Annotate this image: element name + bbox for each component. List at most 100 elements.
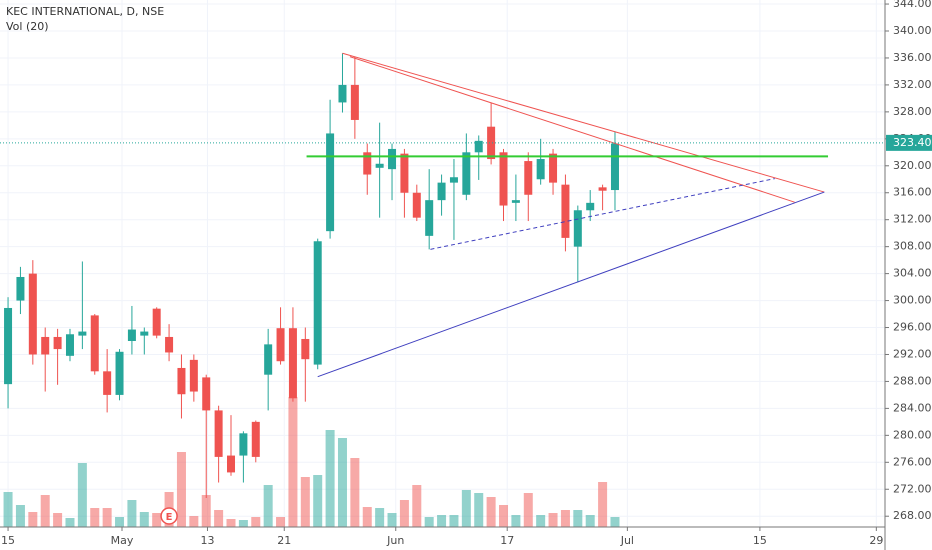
candle-body bbox=[202, 377, 211, 411]
volume-bar bbox=[189, 516, 199, 527]
volume-bar bbox=[387, 513, 397, 527]
volume-bar bbox=[461, 490, 471, 527]
y-tick-label: 312.00 bbox=[893, 213, 932, 226]
volume-bar bbox=[610, 517, 620, 527]
x-tick-label: Jul bbox=[620, 534, 634, 547]
earnings-marker bbox=[160, 507, 178, 525]
candle-body bbox=[264, 344, 273, 375]
y-tick-label: 320.00 bbox=[893, 159, 932, 172]
volume-bar bbox=[65, 518, 75, 527]
candle-body bbox=[90, 315, 99, 372]
candle-body bbox=[16, 276, 25, 301]
volume-bar bbox=[276, 517, 286, 527]
candle-body bbox=[165, 336, 174, 353]
x-tick-label: 29 bbox=[869, 534, 883, 547]
trend-line bbox=[317, 191, 825, 378]
candle-body bbox=[276, 328, 285, 362]
volume-bar bbox=[40, 495, 50, 527]
volume-bar bbox=[313, 475, 323, 527]
volume-bar bbox=[115, 517, 125, 527]
volume-bar bbox=[437, 515, 447, 527]
last-price-label: 323.40 bbox=[893, 136, 932, 149]
candle-body bbox=[350, 84, 359, 120]
volume-bar bbox=[499, 505, 509, 527]
y-tick-label: 284.00 bbox=[893, 401, 932, 414]
y-tick-label: 300.00 bbox=[893, 294, 932, 307]
candle-body bbox=[474, 140, 483, 153]
volume-bar bbox=[536, 515, 546, 527]
y-tick-label: 336.00 bbox=[893, 51, 932, 64]
candle-body bbox=[400, 153, 409, 193]
y-tick-label: 272.00 bbox=[893, 482, 932, 495]
y-tick-label: 276.00 bbox=[893, 455, 932, 468]
candle-body bbox=[598, 187, 607, 191]
volume-bar bbox=[127, 500, 137, 527]
candle-body bbox=[152, 308, 161, 336]
volume-bar bbox=[449, 515, 459, 527]
volume-bar bbox=[375, 508, 385, 527]
volume-bar bbox=[573, 510, 583, 527]
last-price-box bbox=[886, 134, 932, 151]
y-tick-label: 296.00 bbox=[893, 321, 932, 334]
candle-body bbox=[573, 210, 582, 247]
volume-bar bbox=[362, 507, 372, 527]
y-tick-label: 308.00 bbox=[893, 240, 932, 253]
candle-body bbox=[524, 161, 533, 195]
candle-body bbox=[412, 192, 421, 218]
candle-body bbox=[301, 338, 310, 360]
trend-line bbox=[349, 56, 795, 203]
volume-bar bbox=[598, 482, 608, 527]
candle-body bbox=[561, 184, 570, 238]
volume-bar bbox=[90, 508, 100, 527]
y-tick-label: 344.00 bbox=[893, 0, 932, 10]
y-tick-label: 328.00 bbox=[893, 105, 932, 118]
x-tick-label: 13 bbox=[200, 534, 214, 547]
candle-body bbox=[53, 336, 62, 350]
candle-body bbox=[251, 421, 260, 457]
price-pane bbox=[0, 52, 885, 499]
chart-title: KEC INTERNATIONAL, D, NSE bbox=[6, 5, 164, 18]
volume-bar bbox=[399, 500, 409, 527]
volume-bar bbox=[251, 517, 261, 527]
y-tick-label: 288.00 bbox=[893, 374, 932, 387]
x-tick-label: 15 bbox=[1, 534, 15, 547]
candle-body bbox=[326, 133, 335, 232]
volume-bar bbox=[560, 510, 570, 527]
trend-line bbox=[430, 178, 775, 250]
candle-body bbox=[375, 163, 384, 168]
x-tick-label: 15 bbox=[753, 534, 767, 547]
volume-bar bbox=[585, 515, 595, 527]
volume-bar bbox=[350, 458, 360, 527]
candle-body bbox=[288, 328, 297, 399]
volume-bar bbox=[412, 485, 422, 527]
volume-bar bbox=[15, 505, 25, 527]
x-tick-label: 17 bbox=[500, 534, 514, 547]
y-tick-label: 340.00 bbox=[893, 24, 932, 37]
candle-body bbox=[487, 126, 496, 160]
volume-bar bbox=[238, 520, 248, 527]
candle-body bbox=[338, 84, 347, 103]
candle-body bbox=[115, 351, 124, 395]
y-tick-label: 332.00 bbox=[893, 78, 932, 91]
volume-bar bbox=[263, 485, 273, 527]
candle-body bbox=[4, 307, 13, 385]
volume-bar bbox=[523, 493, 533, 527]
candle-body bbox=[103, 371, 112, 395]
volume-bar bbox=[152, 513, 162, 527]
volume-label: Vol (20) bbox=[6, 20, 49, 33]
candle-body bbox=[549, 153, 558, 183]
candle-body bbox=[586, 202, 595, 211]
candle-body bbox=[65, 334, 74, 356]
x-tick-label: May bbox=[111, 534, 134, 547]
candle-body bbox=[41, 336, 50, 355]
y-tick-label: 280.00 bbox=[893, 428, 932, 441]
y-tick-label: 268.00 bbox=[893, 509, 932, 522]
y-tick-label: 292.00 bbox=[893, 347, 932, 360]
candle-body bbox=[388, 148, 397, 170]
candle-body bbox=[313, 241, 322, 365]
candle-body bbox=[214, 410, 223, 457]
volume-bar bbox=[325, 430, 335, 527]
